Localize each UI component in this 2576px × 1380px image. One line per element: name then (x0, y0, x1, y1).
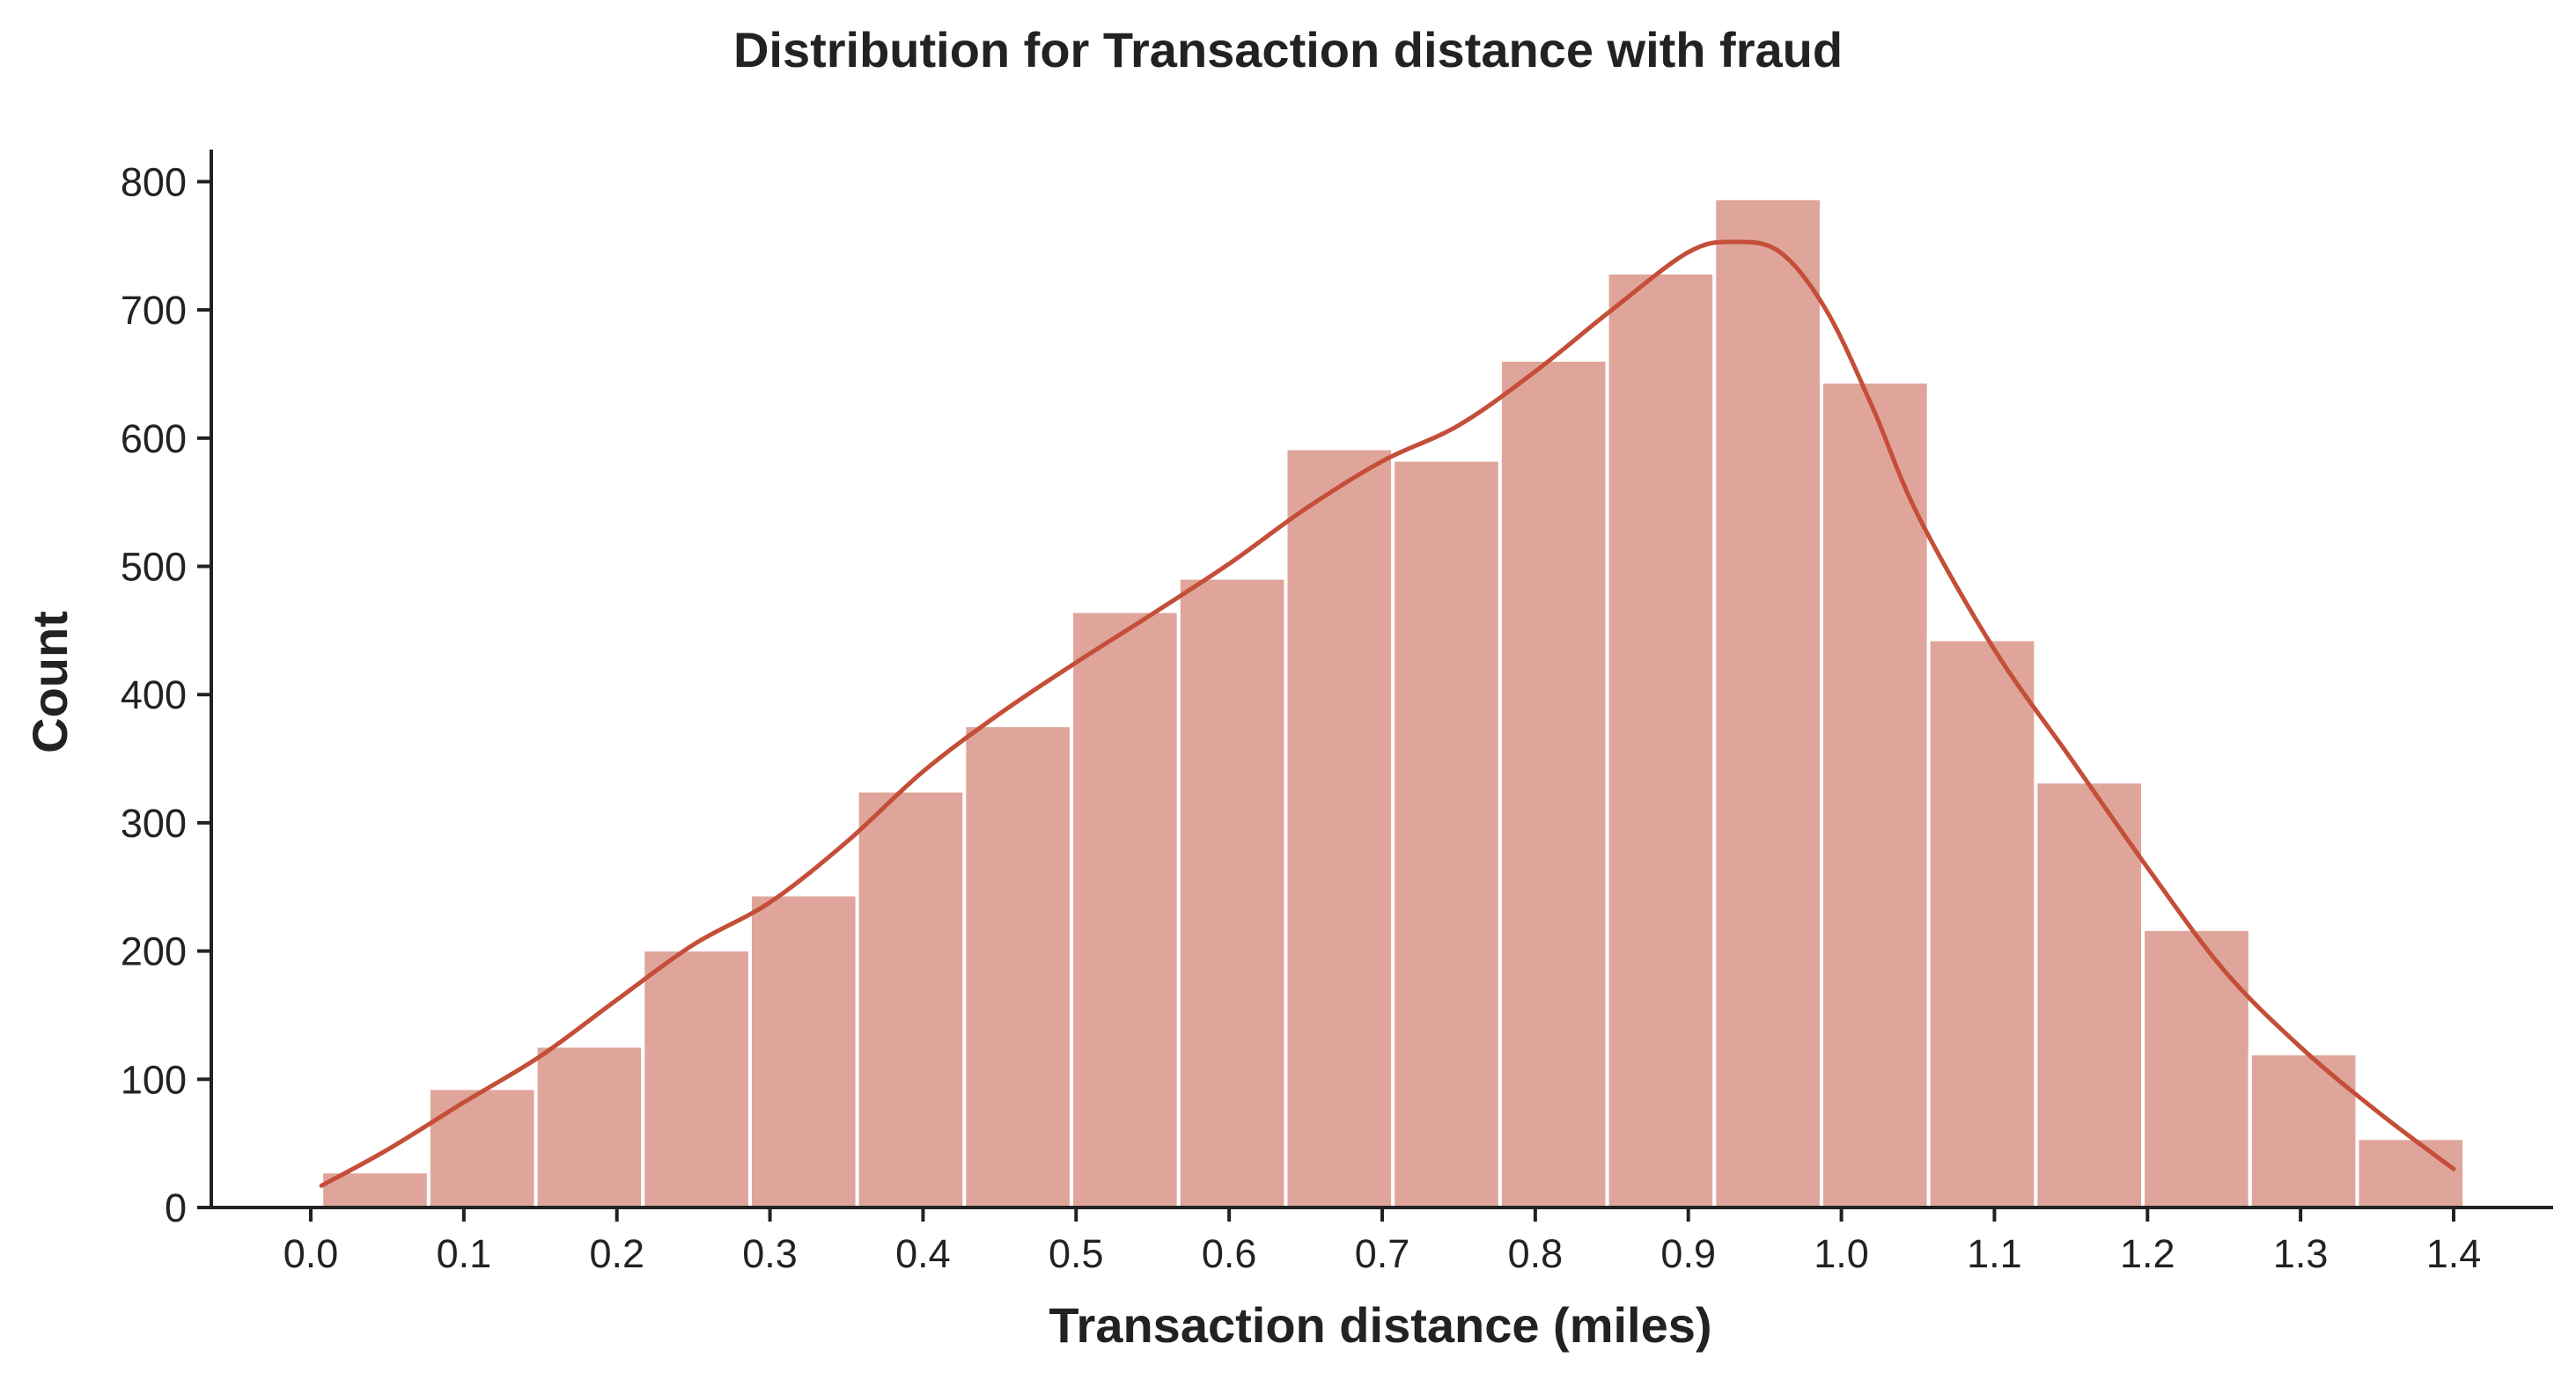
y-axis-label: Count (22, 611, 77, 753)
bars-group (320, 196, 2467, 1210)
histogram-bar (1819, 379, 1931, 1210)
x-tick-label: 0.2 (589, 1231, 644, 1276)
x-tick-label: 1.3 (2273, 1231, 2329, 1276)
histogram-bar (1605, 270, 1717, 1209)
histogram-bar (1391, 458, 1502, 1209)
y-tick-label: 600 (121, 416, 187, 461)
x-tick-label: 0.1 (437, 1231, 492, 1276)
histogram-bar (2034, 780, 2145, 1209)
x-axis: 0.0 0.1 0.2 0.3 0.4 0.5 0.6 0.7 0.8 0.9 1.0 1.1 1.2 1… (210, 1206, 2553, 1276)
y-tick-label: 500 (121, 545, 187, 590)
histogram-bar (426, 1086, 538, 1210)
x-tick-label: 1.2 (2120, 1231, 2175, 1276)
y-tick-label: 400 (121, 672, 187, 717)
x-tick-label: 1.4 (2426, 1231, 2482, 1276)
y-tick-label: 200 (121, 929, 187, 974)
y-tick-label: 100 (121, 1057, 187, 1102)
histogram-bar (641, 948, 752, 1209)
x-axis-label: Transaction distance (miles) (1049, 1297, 1711, 1353)
histogram-bar (1284, 446, 1395, 1209)
x-tick-label: 0.5 (1049, 1231, 1104, 1276)
y-tick-label: 800 (121, 159, 187, 204)
x-tick-label: 0.4 (895, 1231, 951, 1276)
chart-title: Distribution for Transaction distance wi… (733, 22, 1843, 77)
histogram-bar (1070, 609, 1181, 1209)
kde-curve (319, 239, 2456, 1188)
histogram-bar (534, 1044, 645, 1210)
x-tick-label: 0.7 (1355, 1231, 1410, 1276)
y-tick-label: 0 (165, 1185, 187, 1230)
histogram-bar (1498, 357, 1609, 1209)
x-tick-label: 1.1 (1967, 1231, 2022, 1276)
histogram-bar (1926, 637, 2038, 1209)
x-tick-label: 1.0 (1814, 1231, 1869, 1276)
x-tick-label: 0.3 (742, 1231, 798, 1276)
histogram-bar (2355, 1136, 2467, 1209)
x-tick-label: 0.6 (1202, 1231, 1257, 1276)
histogram-bar (747, 892, 859, 1209)
histogram-bar (2141, 927, 2252, 1209)
x-tick-label: 0.8 (1508, 1231, 1564, 1276)
histogram-bar (2248, 1052, 2359, 1210)
y-axis: 0 100 200 300 400 500 600 700 800 (121, 150, 213, 1230)
histogram-bar (1712, 196, 1823, 1209)
histogram-bar (962, 723, 1074, 1209)
x-tick-label: 0.0 (283, 1231, 339, 1276)
histogram-bar (855, 789, 967, 1209)
y-tick-label: 700 (121, 288, 187, 333)
y-tick-label: 300 (121, 801, 187, 846)
x-tick-label: 0.9 (1660, 1231, 1716, 1276)
histogram-bar (1176, 576, 1288, 1209)
